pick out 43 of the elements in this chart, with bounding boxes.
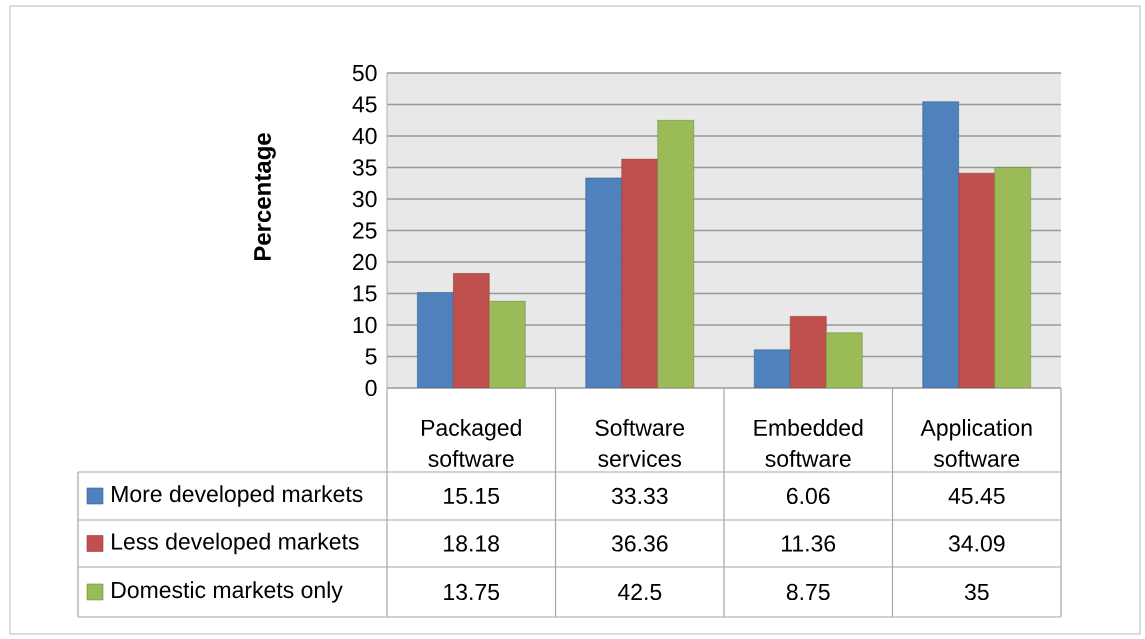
data-label: 15.15 <box>444 487 500 504</box>
legend-label: Domestic markets only <box>112 581 343 603</box>
y-tick-label: 0 <box>365 379 377 397</box>
y-tick-label: 20 <box>353 253 377 271</box>
data-label: 8.75 <box>786 583 830 601</box>
y-tick-label: 45 <box>352 96 377 113</box>
data-label: 33.33 <box>611 487 668 505</box>
bar <box>585 177 623 388</box>
bar <box>922 101 960 388</box>
x-tick-label: Software services <box>595 419 685 467</box>
bar <box>416 292 454 388</box>
y-tick-label: 15 <box>353 285 377 302</box>
bar <box>958 172 996 388</box>
data-label: 35 <box>964 583 989 601</box>
data-label: 6.06 <box>786 487 830 505</box>
y-tick-label: 25 <box>353 222 377 239</box>
x-tick-label: Application software <box>920 419 1032 467</box>
bar <box>621 158 659 388</box>
bar <box>994 167 1032 388</box>
bar <box>753 349 791 388</box>
x-tick-label: Packaged software <box>421 419 521 467</box>
bar <box>488 301 526 388</box>
y-tick-label: 10 <box>353 316 377 334</box>
data-label: 18.18 <box>444 535 499 552</box>
data-label: 42.5 <box>617 583 662 601</box>
data-label: 13.75 <box>444 583 500 601</box>
bar <box>657 119 695 388</box>
data-label: 34.09 <box>948 535 1005 552</box>
bar <box>789 316 827 388</box>
y-tick-label: 30 <box>352 190 377 208</box>
y-axis-title: Percentage <box>254 133 276 261</box>
data-label: 11.36 <box>782 535 836 552</box>
y-tick-label: 35 <box>352 159 377 176</box>
y-tick-label: 5 <box>365 348 377 365</box>
bar <box>825 332 863 388</box>
y-tick-label: 50 <box>352 64 377 82</box>
y-tick-label: 40 <box>352 127 377 145</box>
legend-label: More developed markets <box>112 485 363 507</box>
data-label: 45.45 <box>948 487 1005 504</box>
legend-label: Less developed markets <box>112 532 359 555</box>
x-tick-label: Embedded software <box>754 419 863 467</box>
bar <box>452 273 490 388</box>
data-label: 36.36 <box>611 535 668 552</box>
